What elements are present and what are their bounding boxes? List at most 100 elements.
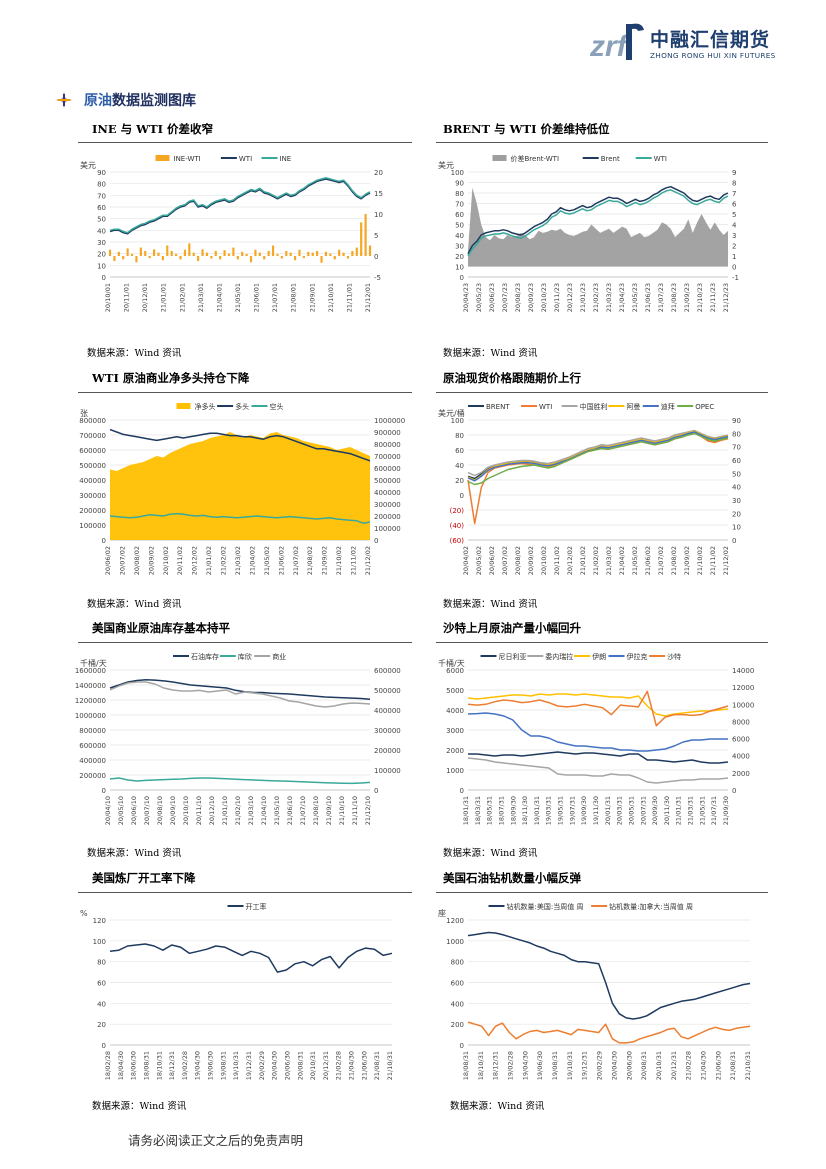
- chart-title: 沙特上月原油产量小幅回升: [443, 621, 581, 635]
- y-tick-label: 40: [455, 462, 464, 470]
- line-series-尼日利亚: [468, 751, 729, 764]
- legend-item: 沙特: [649, 652, 681, 661]
- x-tick-label: 20/05/02: [475, 546, 483, 575]
- bar-mark: [368, 245, 372, 256]
- y2-tick-label: 90: [732, 417, 741, 425]
- y-tick-label: 1400000: [75, 682, 106, 690]
- y2-tick-label: 300000: [374, 501, 401, 509]
- x-tick-label: 20/11/02: [176, 546, 184, 575]
- bar-mark: [183, 249, 186, 256]
- x-tick-label: 19/04/30: [521, 1051, 529, 1080]
- x-tick-label: 20/07/02: [118, 546, 126, 575]
- x-tick-label: 20/04/30: [271, 1051, 279, 1080]
- x-tick-label: 20/07/10: [143, 796, 151, 825]
- x-tick-label: 19/06/30: [207, 1051, 215, 1080]
- chart-title: 原油现货价格跟随期价上行: [443, 371, 581, 385]
- bar-mark: [267, 250, 270, 256]
- x-tick-label: 21/01/01: [160, 283, 168, 312]
- x-tick-label: 20/05/10: [117, 796, 125, 825]
- x-tick-label: 21/04/23: [618, 283, 626, 312]
- y-tick-label: 50: [97, 216, 106, 224]
- bar-mark: [364, 214, 367, 256]
- bar-mark: [179, 256, 182, 260]
- svg-text:沙特: 沙特: [667, 652, 681, 661]
- bar-mark: [307, 251, 310, 256]
- bar-mark: [351, 250, 354, 256]
- x-tick-label: 21/04/01: [215, 283, 223, 312]
- svg-text:INE-WTI: INE-WTI: [174, 155, 201, 163]
- bar-mark: [175, 253, 178, 256]
- x-tick-label: 21/01/23: [579, 283, 587, 312]
- bar-mark: [285, 250, 288, 256]
- x-tick-label: 19/08/31: [219, 1051, 227, 1080]
- chart-svg: 美元 0 10 20 30 40 50 60 70 80 90 100 -1 0 1 2 3 4 5 6 7 8 9 20/0…: [438, 154, 739, 312]
- x-tick-label: 20/09/02: [527, 546, 535, 575]
- x-tick-label: 20/10/01: [104, 283, 112, 312]
- x-tick-label: 18/06/30: [130, 1051, 138, 1080]
- y2-tick-label: 40: [732, 484, 741, 492]
- x-tick-label: 20/09/30: [651, 796, 659, 825]
- x-tick-label: 21/02/02: [592, 546, 600, 575]
- svg-text:开工率: 开工率: [246, 902, 267, 911]
- x-tick-label: 18/07/31: [497, 796, 505, 825]
- y2-tick-label: 1: [732, 253, 736, 261]
- y-tick-label: 80: [97, 959, 106, 967]
- legend-item: OPEC: [677, 403, 714, 411]
- x-tick-label: 19/06/30: [536, 1051, 544, 1080]
- section-title: 原油数据监测图库: [84, 93, 196, 109]
- y2-tick-label: 1000000: [374, 417, 405, 425]
- bar-mark: [249, 256, 253, 263]
- x-tick-label: 20/08/10: [156, 796, 164, 825]
- y2-tick-label: 500000: [374, 687, 401, 695]
- line-series-WTI: [109, 178, 371, 235]
- x-tick-label: 21/06/02: [644, 546, 652, 575]
- bar-mark: [329, 253, 332, 256]
- x-tick-label: 21/05/23: [631, 283, 639, 312]
- legend-item: 伊拉克: [608, 652, 648, 661]
- x-tick-label: 21/11/02: [709, 546, 717, 575]
- y2-tick-label: 0: [374, 537, 378, 545]
- logo-chinese-name: 中融汇信期货: [650, 29, 771, 51]
- svg-text:尼日利亚: 尼日利亚: [499, 652, 527, 661]
- chart-svg: 座 0 200 400 600 800 1000 1200 18/08/31 18/10/31 18…: [438, 902, 752, 1080]
- y-tick-label: 100: [451, 417, 464, 425]
- bar-mark: [346, 256, 350, 259]
- y2-tick-label: 2: [732, 243, 736, 251]
- y2-tick-label: 3: [732, 232, 736, 240]
- y-tick-label: 60: [97, 204, 106, 212]
- data-source-note: 数据来源：Wind 资讯: [450, 1101, 545, 1112]
- legend-item: BRENT: [468, 403, 510, 411]
- bar-mark: [241, 251, 244, 256]
- y2-tick-label: 7: [732, 190, 736, 198]
- x-tick-label: 21/10/01: [327, 283, 335, 312]
- title-divider: [78, 892, 412, 893]
- y-tick-label: 200000: [79, 507, 106, 515]
- x-tick-label: 20/12/31: [670, 1051, 678, 1080]
- bar-mark: [188, 243, 191, 256]
- line-series-迪拜: [467, 431, 729, 482]
- y-tick-label: 30: [97, 239, 106, 247]
- x-tick-label: 20/09/02: [147, 546, 155, 575]
- y2-tick-label: 60: [732, 457, 741, 465]
- line-series-伊朗: [467, 693, 729, 717]
- svg-text:商业: 商业: [272, 652, 286, 661]
- y2-tick-label: 8: [732, 180, 736, 188]
- legend-item: INE-WTI: [155, 155, 201, 163]
- bar-mark: [232, 247, 235, 256]
- x-tick-label: 21/04/30: [699, 1051, 707, 1080]
- x-tick-label: 18/08/31: [142, 1051, 150, 1080]
- chart-1: 美元 0 10 20 30 40 50 60 70 80 90 -5 0 5 10 15 20 20/10/01 2…: [78, 150, 408, 325]
- bar-mark: [360, 222, 363, 256]
- area-series-净多头: [110, 432, 370, 540]
- chart-3: 张 0 100000 200000 300000 400000 500000 600000 70…: [78, 398, 408, 588]
- y2-tick-label: 100000: [374, 767, 401, 775]
- x-tick-label: 19/12/31: [245, 1051, 253, 1080]
- x-tick-label: 18/03/31: [474, 796, 482, 825]
- bar-mark: [201, 249, 204, 256]
- disclaimer-notice: 请务必阅读正文之后的免责声明: [128, 1133, 304, 1148]
- x-tick-label: 19/10/31: [232, 1051, 240, 1080]
- x-tick-label: 21/07/02: [292, 546, 300, 575]
- x-tick-label: 21/02/28: [685, 1051, 693, 1080]
- x-tick-label: 21/06/02: [277, 546, 285, 575]
- chart-svg: 美元 0 10 20 30 40 50 60 70 80 90 -5 0 5 10 15 20 20/10/01 2…: [80, 155, 383, 312]
